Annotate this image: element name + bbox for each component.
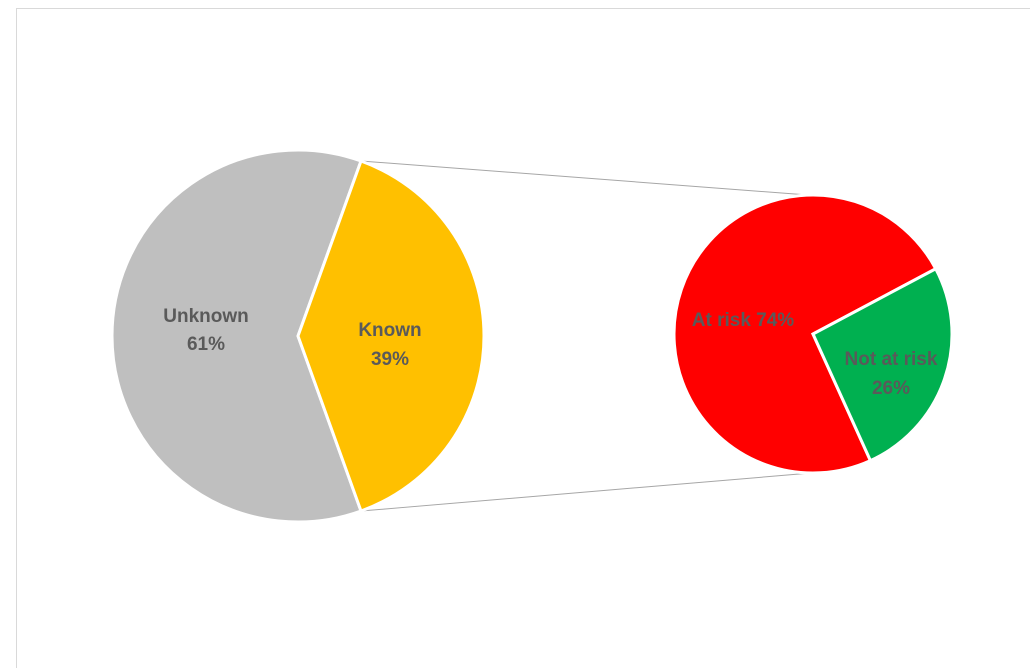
data-label-unknown-pct: 61%	[187, 334, 225, 355]
data-label-known-pct: 39%	[371, 349, 409, 370]
pie-slice-at-risk	[672, 193, 938, 475]
connector-line-top	[360, 160, 809, 196]
chart-frame	[16, 8, 1030, 668]
data-label-at-risk: At risk 74%	[692, 310, 795, 331]
data-label-known-name: Known	[358, 320, 421, 341]
pie-slice-unknown	[110, 148, 363, 524]
primary-pie	[110, 148, 486, 524]
slice-labels: Unknown 61% Known 39% At risk 74% Not at…	[163, 306, 938, 399]
data-label-not-at-risk-name: Not at risk	[845, 349, 938, 370]
data-label-not-at-risk-pct: 26%	[872, 378, 910, 399]
pie-slice-known	[296, 159, 486, 513]
pie-slice-not-at-risk	[811, 266, 954, 463]
data-label-unknown-name: Unknown	[163, 306, 249, 327]
connector-lines	[360, 160, 824, 512]
connector-line-bottom	[360, 471, 824, 512]
secondary-pie	[672, 193, 954, 475]
